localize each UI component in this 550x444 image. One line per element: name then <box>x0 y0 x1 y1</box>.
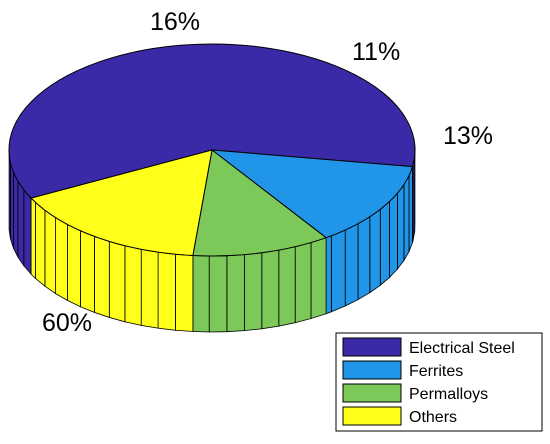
side-facet-others <box>55 216 68 302</box>
slice-ferrites <box>210 149 414 239</box>
side-facet-permalloys <box>310 237 327 320</box>
side-facet-others <box>35 201 46 288</box>
side-facet-ferrites <box>389 192 398 279</box>
slice-permalloys <box>192 149 328 257</box>
side-facet-permalloys <box>208 255 228 333</box>
slice-label-electrical-steel: 60% <box>42 309 92 337</box>
legend-entry-others: Others <box>342 406 457 426</box>
slice-others <box>30 149 213 257</box>
side-facet-ferrites <box>330 229 346 313</box>
side-facet-permalloys <box>294 241 312 324</box>
side-facet-ferrites <box>379 200 390 287</box>
side-facet-others <box>67 223 81 308</box>
side-facet-others <box>44 209 56 295</box>
side-facet-others <box>94 235 110 318</box>
side-facet-others <box>108 240 126 323</box>
side-facet-others <box>174 253 194 332</box>
slice-electrical-steel <box>8 43 416 199</box>
side-facet-ferrites <box>396 183 405 271</box>
pie-top-face <box>8 43 416 257</box>
legend-swatch-others <box>342 406 402 426</box>
slice-label-others: 16% <box>150 8 200 36</box>
side-facet-permalloys <box>244 252 263 332</box>
legend-entry-ferrites: Ferrites <box>342 360 463 380</box>
side-facet-permalloys <box>261 249 280 330</box>
side-facet-electrical-steel <box>17 179 25 268</box>
legend-label-permalloys: Permalloys <box>409 386 488 403</box>
side-facet-ferrites <box>344 222 359 307</box>
side-facet-ferrites <box>357 216 371 301</box>
pie-percent-labels: 60% 13% 11% 16% <box>42 8 493 337</box>
side-facet-others <box>30 197 36 280</box>
legend-label-electrical-steel: Electrical Steel <box>409 340 515 357</box>
legend-entry-permalloys: Permalloys <box>342 383 488 403</box>
side-facet-permalloys <box>226 254 245 333</box>
legend-swatch-ferrites <box>342 360 402 380</box>
side-facet-ferrites <box>403 174 410 263</box>
side-facet-ferrites <box>369 208 381 294</box>
side-facet-permalloys <box>192 255 210 333</box>
legend-label-ferrites: Ferrites <box>409 363 463 380</box>
legend-swatch-electrical-steel <box>342 337 402 357</box>
slice-label-permalloys: 11% <box>352 38 400 66</box>
legend-entry-electrical-steel: Electrical Steel <box>342 337 515 357</box>
legend-label-others: Others <box>409 409 457 426</box>
side-facet-others <box>140 248 159 329</box>
legend-swatch-permalloys <box>342 383 402 403</box>
side-facet-electrical-steel <box>8 153 11 239</box>
slice-label-ferrites: 13% <box>443 122 493 150</box>
side-facet-others <box>157 251 176 331</box>
side-facet-ferrites <box>325 235 332 315</box>
side-facet-electrical-steel <box>23 188 32 276</box>
side-facet-electrical-steel <box>12 171 19 258</box>
side-facet-others <box>124 245 142 326</box>
legend: Electrical Steel Ferrites Permalloys Oth… <box>335 332 543 432</box>
side-facet-permalloys <box>278 246 296 327</box>
side-facet-electrical-steel <box>10 162 14 249</box>
side-facet-ferrites <box>408 166 413 252</box>
side-facet-others <box>80 230 95 313</box>
